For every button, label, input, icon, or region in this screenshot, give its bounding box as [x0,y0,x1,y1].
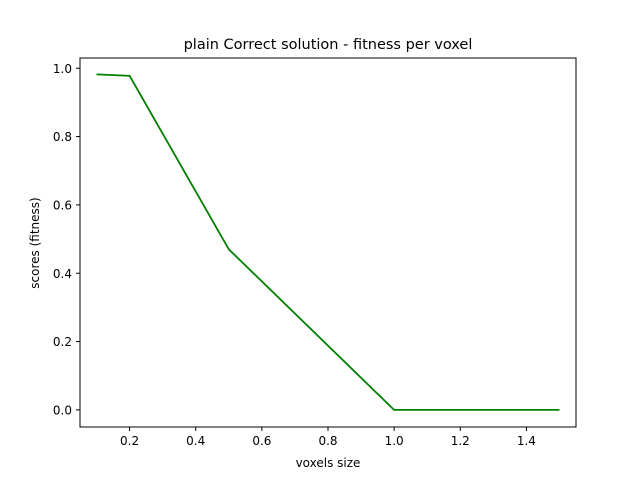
x-tick-label: 1.4 [517,434,536,448]
x-tick-label: 1.0 [385,434,404,448]
y-tick-label: 0.2 [53,335,72,349]
y-axis-ticks: 0.0 0.2 0.4 0.6 0.8 1.0 [53,62,80,417]
series-line [96,73,560,411]
y-tick-label: 0.8 [53,130,72,144]
x-tick-label: 0.6 [252,434,271,448]
plot-frame [79,57,577,428]
y-tick-label: 0.4 [53,267,72,281]
chart-title: plain Correct solution - fitness per vox… [184,37,473,53]
plot-area: 0.2 0.4 0.6 0.8 1.0 1.2 1.4 0.0 0.2 0.4 0.6 0.8 1.0 [53,57,577,448]
y-tick-label: 0.0 [53,403,72,417]
x-tick-label: 0.8 [318,434,337,448]
y-tick-label: 0.6 [53,198,72,212]
x-axis-ticks: 0.2 0.4 0.6 0.8 1.0 1.2 1.4 [120,427,536,448]
x-tick-label: 0.2 [120,434,139,448]
x-axis-label: voxels size [296,456,361,470]
y-axis-label: scores (fitness) [28,197,42,288]
x-tick-label: 0.4 [186,434,205,448]
y-tick-label: 1.0 [53,62,72,76]
series-layer [96,73,560,411]
x-tick-label: 1.2 [451,434,470,448]
